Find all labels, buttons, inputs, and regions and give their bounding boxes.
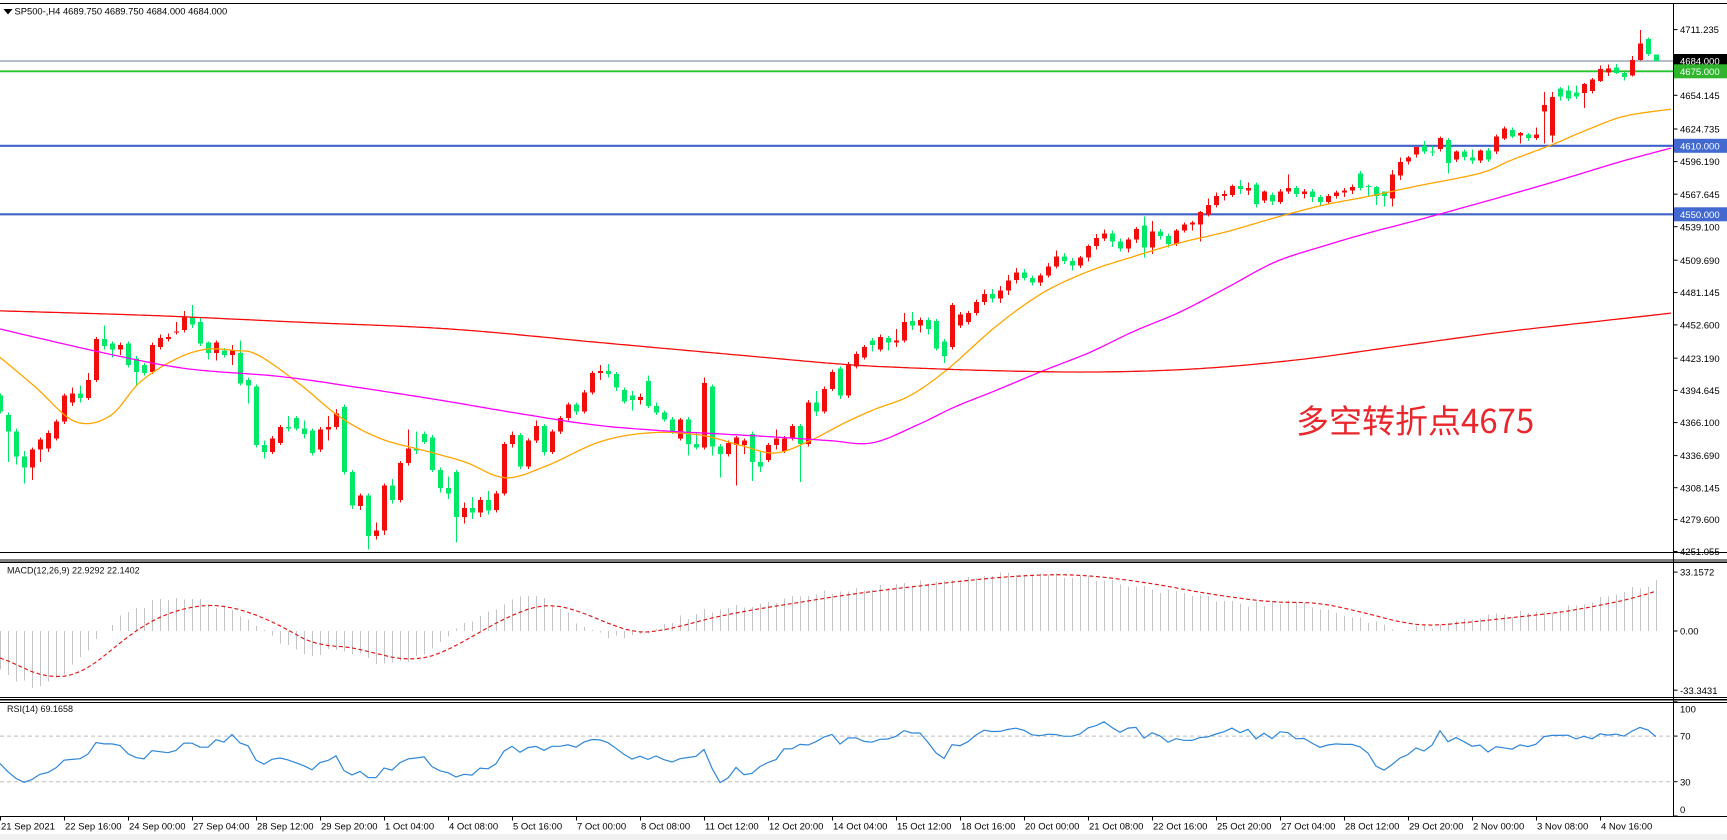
svg-text:20 Oct 00:00: 20 Oct 00:00: [1025, 822, 1079, 833]
svg-text:28 Sep 12:00: 28 Sep 12:00: [257, 822, 314, 833]
svg-text:4654.145: 4654.145: [1680, 91, 1720, 102]
svg-text:12 Oct 20:00: 12 Oct 20:00: [769, 822, 823, 833]
svg-text:4251.055: 4251.055: [1680, 547, 1720, 558]
svg-text:4624.735: 4624.735: [1680, 125, 1720, 136]
svg-text:4452.600: 4452.600: [1680, 321, 1720, 332]
svg-text:MACD(12,26,9) 22.9292 22.1402: MACD(12,26,9) 22.9292 22.1402: [7, 566, 140, 576]
svg-text:11 Oct 12:00: 11 Oct 12:00: [705, 822, 759, 833]
svg-text:7 Oct 00:00: 7 Oct 00:00: [577, 822, 626, 833]
svg-text:RSI(14) 69.1658: RSI(14) 69.1658: [7, 704, 73, 714]
svg-text:-33.3431: -33.3431: [1680, 686, 1718, 697]
svg-text:4336.690: 4336.690: [1680, 451, 1720, 462]
svg-text:4539.100: 4539.100: [1680, 222, 1720, 233]
svg-text:2 Nov 00:00: 2 Nov 00:00: [1473, 822, 1524, 833]
svg-text:21 Oct 08:00: 21 Oct 08:00: [1089, 822, 1143, 833]
svg-text:4684.000: 4684.000: [1680, 57, 1720, 68]
svg-text:100: 100: [1680, 704, 1696, 715]
svg-text:29 Oct 20:00: 29 Oct 20:00: [1409, 822, 1463, 833]
svg-text:22 Oct 16:00: 22 Oct 16:00: [1153, 822, 1207, 833]
svg-text:25 Oct 20:00: 25 Oct 20:00: [1217, 822, 1271, 833]
svg-text:22 Sep 16:00: 22 Sep 16:00: [65, 822, 122, 833]
svg-text:1 Oct 04:00: 1 Oct 04:00: [385, 822, 434, 833]
svg-text:4711.235: 4711.235: [1680, 25, 1719, 36]
svg-text:5 Oct 16:00: 5 Oct 16:00: [513, 822, 562, 833]
svg-text:3 Nov 08:00: 3 Nov 08:00: [1537, 822, 1588, 833]
svg-text:4509.690: 4509.690: [1680, 256, 1720, 267]
svg-text:0.00: 0.00: [1680, 627, 1699, 638]
svg-text:18 Oct 16:00: 18 Oct 16:00: [961, 822, 1015, 833]
svg-text:4610.000: 4610.000: [1680, 141, 1720, 152]
svg-text:4 Oct 08:00: 4 Oct 08:00: [449, 822, 498, 833]
svg-text:27 Oct 04:00: 27 Oct 04:00: [1281, 822, 1335, 833]
svg-text:0: 0: [1680, 805, 1685, 816]
svg-text:4675.000: 4675.000: [1680, 67, 1720, 78]
svg-text:4308.145: 4308.145: [1680, 483, 1720, 494]
svg-text:28 Oct 12:00: 28 Oct 12:00: [1345, 822, 1399, 833]
svg-text:30: 30: [1680, 777, 1691, 788]
svg-text:8 Oct 08:00: 8 Oct 08:00: [641, 822, 690, 833]
svg-text:4596.190: 4596.190: [1680, 157, 1720, 168]
svg-text:21 Sep 2021: 21 Sep 2021: [1, 822, 55, 833]
svg-text:29 Sep 20:00: 29 Sep 20:00: [321, 822, 378, 833]
svg-text:4550.000: 4550.000: [1680, 210, 1720, 221]
svg-text:27 Sep 04:00: 27 Sep 04:00: [193, 822, 250, 833]
svg-text:4394.645: 4394.645: [1680, 386, 1720, 397]
svg-text:4366.100: 4366.100: [1680, 418, 1720, 429]
svg-text:14 Oct 04:00: 14 Oct 04:00: [833, 822, 887, 833]
svg-text:4 Nov 16:00: 4 Nov 16:00: [1601, 822, 1652, 833]
svg-text:15 Oct 12:00: 15 Oct 12:00: [897, 822, 951, 833]
svg-text:24 Sep 00:00: 24 Sep 00:00: [129, 822, 186, 833]
svg-text:4279.600: 4279.600: [1680, 515, 1720, 526]
svg-text:70: 70: [1680, 732, 1691, 743]
svg-text:4567.645: 4567.645: [1680, 190, 1720, 201]
svg-text:33.1572: 33.1572: [1680, 568, 1714, 579]
svg-text:4423.190: 4423.190: [1680, 354, 1720, 365]
svg-text:SP500-,H4 4689.750 4689.750 4: SP500-,H4 4689.750 4689.750 4684.000 468…: [15, 6, 228, 17]
svg-text:4481.145: 4481.145: [1680, 288, 1720, 299]
